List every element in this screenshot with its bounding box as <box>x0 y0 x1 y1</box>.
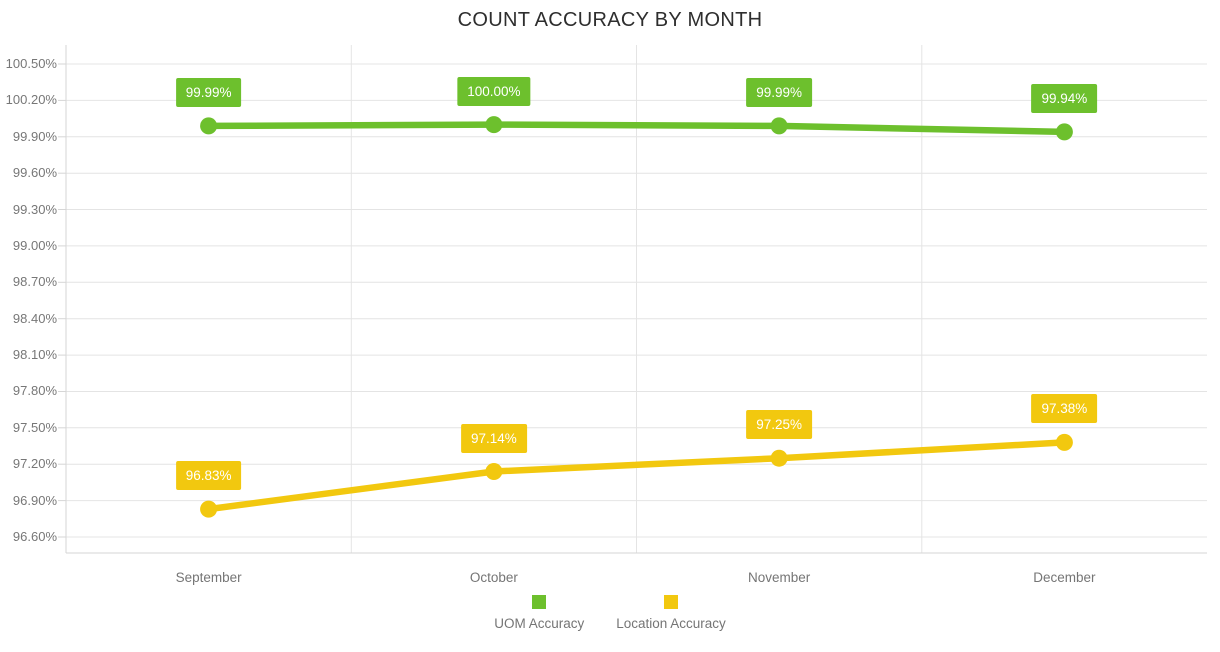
series-line-location-accuracy <box>205 439 1068 513</box>
y-axis-tick-label: 97.50% <box>12 419 57 435</box>
y-axis-tick-label: 99.30% <box>12 201 57 217</box>
data-label-uom-accuracy-october: 100.00% <box>457 76 531 106</box>
x-axis-label-september: September <box>175 570 242 585</box>
data-label-uom-accuracy-september: 99.99% <box>175 77 242 107</box>
data-label-location-accuracy-november: 97.25% <box>746 410 813 440</box>
legend-item-uom-accuracy[interactable]: UOM Accuracy <box>494 595 584 631</box>
y-axis-tick-label: 97.20% <box>12 456 57 472</box>
y-axis-tick-label: 100.20% <box>5 92 57 108</box>
x-axis-label-november: November <box>747 570 811 585</box>
data-label-location-accuracy-september: 96.83% <box>175 461 242 491</box>
series-line-uom-accuracy <box>205 121 1068 136</box>
data-label-uom-accuracy-november: 99.99% <box>746 77 813 107</box>
y-axis-tick-label: 99.90% <box>12 128 57 144</box>
chart-title: COUNT ACCURACY BY MONTH <box>457 9 763 31</box>
x-axis-label-december: December <box>1033 570 1096 585</box>
legend-swatch-uom-accuracy <box>532 595 547 609</box>
y-axis-tick-label: 97.80% <box>12 383 57 399</box>
data-point-uom-accuracy-november[interactable] <box>770 117 788 135</box>
data-label-uom-accuracy-december: 99.94% <box>1031 83 1098 113</box>
data-point-uom-accuracy-september[interactable] <box>200 117 218 135</box>
y-axis-tick-label: 99.00% <box>12 237 57 253</box>
y-axis-tick-label: 96.60% <box>12 529 57 544</box>
data-point-location-accuracy-november[interactable] <box>770 449 788 467</box>
data-point-location-accuracy-december[interactable] <box>1055 433 1073 451</box>
legend-item-location-accuracy[interactable]: Location Accuracy <box>616 595 726 631</box>
data-point-location-accuracy-september[interactable] <box>200 500 218 518</box>
data-label-location-accuracy-october: 97.14% <box>460 423 527 453</box>
y-axis-tick-label: 98.70% <box>12 274 57 290</box>
legend-label-uom-accuracy: UOM Accuracy <box>494 616 585 631</box>
legend-label-location-accuracy: Location Accuracy <box>616 616 726 631</box>
y-axis-tick-label: 100.50% <box>5 56 57 71</box>
data-label-location-accuracy-december: 97.38% <box>1031 394 1098 424</box>
legend-swatch-location-accuracy <box>664 595 679 609</box>
y-axis-tick-label: 96.90% <box>12 492 57 508</box>
y-axis-tick-label: 98.10% <box>12 347 57 363</box>
y-axis-tick-label: 99.60% <box>12 165 57 181</box>
data-point-uom-accuracy-december[interactable] <box>1055 123 1073 141</box>
data-point-location-accuracy-october[interactable] <box>485 463 503 480</box>
legend: UOM Accuracy Location Accuracy <box>0 595 1220 631</box>
data-point-uom-accuracy-october[interactable] <box>485 116 503 134</box>
x-axis-label-october: October <box>469 570 518 585</box>
y-axis-tick-label: 98.40% <box>12 310 57 326</box>
